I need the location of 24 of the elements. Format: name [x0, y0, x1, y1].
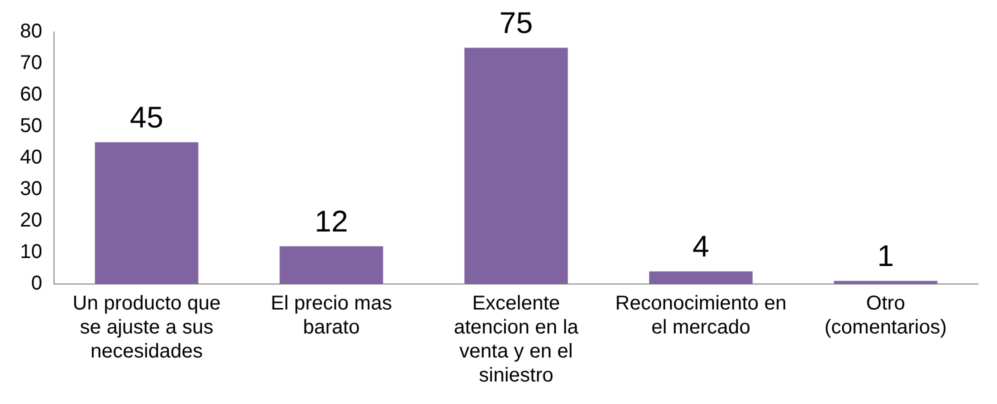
data-label: 12: [314, 205, 348, 238]
bar: [280, 246, 384, 284]
data-label: 1: [877, 240, 894, 274]
y-tick-label: 50: [20, 115, 42, 138]
data-label: 75: [499, 7, 533, 40]
bar: [94, 142, 198, 284]
x-tick-label: Un producto que se ajuste a sus necesidades: [72, 292, 221, 363]
y-tick-label: 40: [20, 146, 42, 169]
x-tick-label: Otro (comentarios): [824, 292, 947, 339]
bar: [834, 280, 938, 284]
y-tick-label: 70: [20, 52, 42, 74]
y-tick-label: 80: [20, 20, 42, 43]
data-label: 45: [130, 102, 164, 135]
y-tick-label: 20: [20, 210, 42, 232]
x-tick-label: El precio mas barato: [270, 292, 392, 339]
y-tick-label: 60: [20, 84, 42, 106]
y-tick-label: 10: [20, 241, 42, 264]
x-tick-label: Excelente atencion en la venta y en el siniestro: [454, 292, 580, 387]
bar: [649, 271, 753, 284]
bar: [464, 48, 568, 284]
y-tick-label: 30: [20, 178, 42, 200]
data-label: 4: [692, 230, 710, 264]
x-tick-label: Reconocimiento en el mercado: [615, 292, 786, 339]
y-tick-label: 0: [31, 272, 42, 295]
